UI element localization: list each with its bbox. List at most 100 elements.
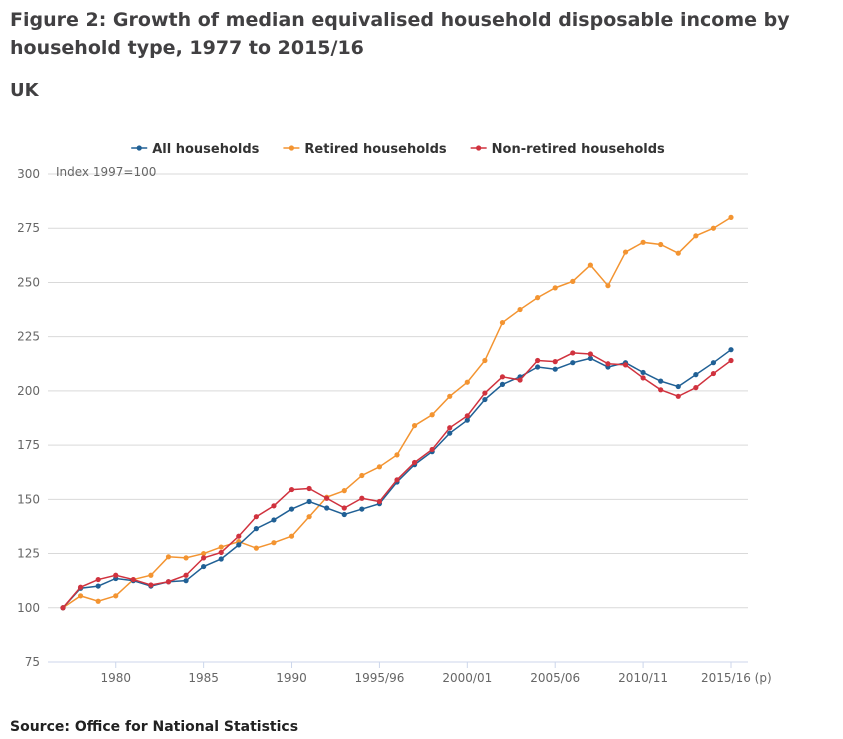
data-point [675, 250, 681, 256]
y-tick-label: 200 [17, 384, 40, 398]
data-point [570, 278, 576, 284]
x-tick-label: 2000/01 [442, 671, 492, 685]
data-point [499, 374, 506, 380]
y-tick-label: 225 [17, 330, 40, 344]
data-point [95, 583, 101, 589]
x-tick-label: 1980 [100, 671, 131, 685]
data-point [693, 233, 699, 239]
data-point [376, 464, 383, 470]
data-point [271, 517, 277, 523]
series-retired-households [60, 214, 734, 611]
data-point [271, 503, 277, 509]
data-point [429, 446, 435, 453]
y-tick-label: 100 [17, 601, 40, 615]
y-tick-label: 150 [17, 492, 40, 506]
legend-item[interactable]: Non-retired households [470, 142, 665, 157]
x-tick-label: 2015/16 (p) [701, 671, 772, 685]
data-point [341, 505, 347, 511]
data-point [640, 375, 646, 381]
data-point [183, 572, 189, 578]
data-point [306, 485, 312, 492]
data-point [271, 540, 277, 546]
data-point [482, 357, 488, 364]
data-point [60, 605, 66, 611]
data-point [552, 359, 558, 365]
data-point [447, 430, 453, 436]
data-point [622, 362, 629, 368]
data-point [535, 364, 541, 370]
data-point [587, 355, 593, 361]
data-point [359, 472, 365, 479]
data-point [113, 593, 119, 599]
data-point [517, 306, 523, 313]
legend-item[interactable]: All households [131, 142, 260, 157]
data-point [218, 544, 224, 550]
data-point [447, 425, 453, 431]
data-point [605, 361, 611, 367]
y-axis-label: Index 1997=100 [56, 165, 156, 179]
data-point [324, 495, 330, 501]
data-point [306, 498, 312, 505]
data-point [482, 390, 488, 396]
data-point [411, 422, 418, 429]
data-point [148, 582, 154, 588]
data-point [499, 381, 506, 387]
data-point [587, 262, 593, 268]
legend-item[interactable]: Retired households [283, 142, 447, 157]
data-point [394, 452, 400, 458]
data-point [482, 396, 488, 403]
series-non-retired-households [60, 350, 734, 611]
legend-label: Retired households [304, 142, 447, 157]
data-point [658, 241, 664, 248]
data-point [77, 584, 84, 590]
data-point [148, 572, 154, 578]
data-point [535, 295, 541, 301]
data-point [728, 357, 734, 364]
data-point [535, 357, 541, 364]
data-point [693, 385, 699, 391]
data-point [341, 488, 347, 494]
data-point [236, 533, 242, 539]
y-tick-label: 75 [25, 655, 40, 669]
data-point [658, 378, 664, 384]
data-point [710, 225, 717, 231]
x-tick-label: 1995/96 [354, 671, 404, 685]
data-point [183, 578, 189, 584]
legend-marker [136, 145, 142, 151]
data-point [324, 505, 330, 511]
data-point [306, 514, 312, 520]
data-point [464, 379, 470, 385]
data-point [710, 370, 717, 377]
data-point [605, 283, 611, 289]
data-point [728, 214, 734, 220]
y-tick-label: 175 [17, 438, 40, 452]
data-point [658, 387, 664, 393]
y-tick-label: 125 [17, 547, 40, 561]
data-point [464, 417, 470, 423]
data-point [394, 477, 400, 483]
data-point [288, 506, 295, 512]
data-point [552, 285, 558, 291]
data-point [165, 579, 172, 585]
data-point [429, 412, 435, 418]
data-point [517, 377, 523, 383]
y-tick-label: 275 [17, 221, 40, 235]
chart-title: Figure 2: Growth of median equivalised h… [10, 9, 790, 59]
legend-marker [288, 145, 295, 151]
series-line [62, 216, 732, 609]
data-point [253, 526, 259, 532]
data-point [218, 556, 224, 562]
data-point [499, 319, 506, 326]
data-point [201, 555, 207, 561]
data-point [359, 495, 365, 501]
geography-label: UK [10, 80, 39, 101]
x-tick-label: 2010/11 [618, 671, 668, 685]
data-point [411, 459, 418, 466]
legend-label: Non-retired households [492, 142, 665, 157]
data-point [464, 413, 470, 419]
data-point [77, 593, 84, 599]
data-point [376, 498, 383, 505]
data-point [728, 347, 734, 353]
